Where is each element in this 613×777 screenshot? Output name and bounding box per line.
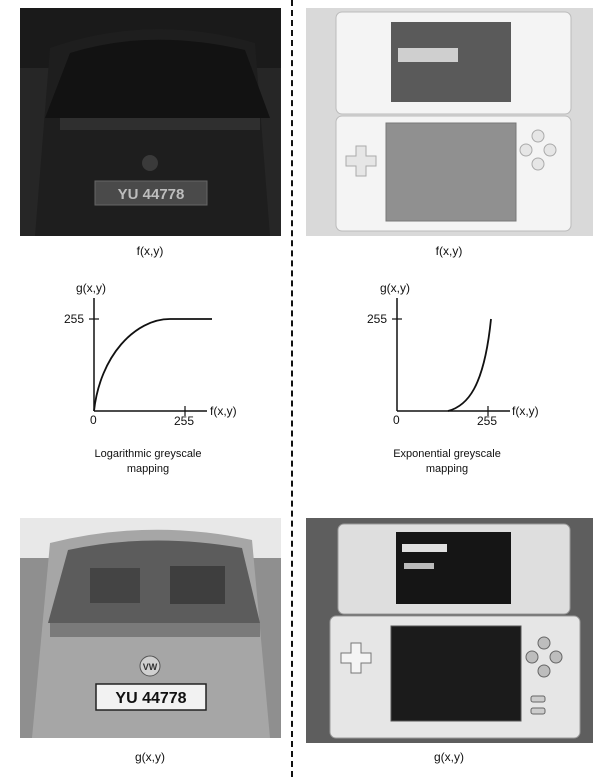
- bottom-right-caption: g(x,y): [434, 750, 464, 764]
- exp-y-tick-label: 255: [367, 312, 387, 326]
- license-plate-text: YU 44778: [118, 186, 185, 203]
- log-origin-label: 0: [90, 413, 97, 426]
- log-caption-line1: Logarithmic greyscale: [94, 448, 202, 460]
- log-x-axis-label: f(x,y): [210, 404, 237, 418]
- exp-origin-label: 0: [393, 413, 400, 426]
- exp-mapping-caption: Exponential greyscale mapping: [362, 447, 532, 477]
- log-y-tick-label: 255: [64, 312, 84, 326]
- exp-caption-line1: Exponential greyscale: [393, 448, 501, 460]
- exp-x-axis-label: f(x,y): [512, 404, 539, 418]
- top-right-caption: f(x,y): [435, 244, 463, 258]
- log-caption-line2: mapping: [126, 463, 170, 475]
- log-y-axis-label: g(x,y): [76, 281, 106, 295]
- exp-y-axis-label: g(x,y): [380, 281, 410, 295]
- exp-x-tick-label: 255: [477, 414, 497, 426]
- log-mapping-caption: Logarithmic greyscale mapping: [63, 447, 233, 477]
- log-x-tick-label: 255: [174, 414, 194, 426]
- exp-caption-line2: mapping: [425, 463, 469, 475]
- bottom-left-caption: g(x,y): [135, 750, 165, 764]
- vw-badge: VW: [143, 662, 158, 672]
- logarithmic-mapping-graph: g(x,y) 255 0 255 f(x,y): [60, 276, 260, 428]
- top-left-caption: f(x,y): [136, 244, 164, 258]
- license-plate-text-mapped: YU 44778: [115, 690, 186, 707]
- log-curve: [93, 318, 212, 412]
- exponential-mapping-graph: g(x,y) 255 0 255 f(x,y): [362, 276, 562, 428]
- console-photo-original: [306, 8, 593, 236]
- exp-curve: [447, 318, 492, 412]
- car-photo-mapped: VW YU 44778: [20, 518, 281, 738]
- dashed-divider: [291, 0, 293, 777]
- console-photo-mapped: [306, 518, 593, 743]
- car-photo-original: YU 44778: [20, 8, 281, 236]
